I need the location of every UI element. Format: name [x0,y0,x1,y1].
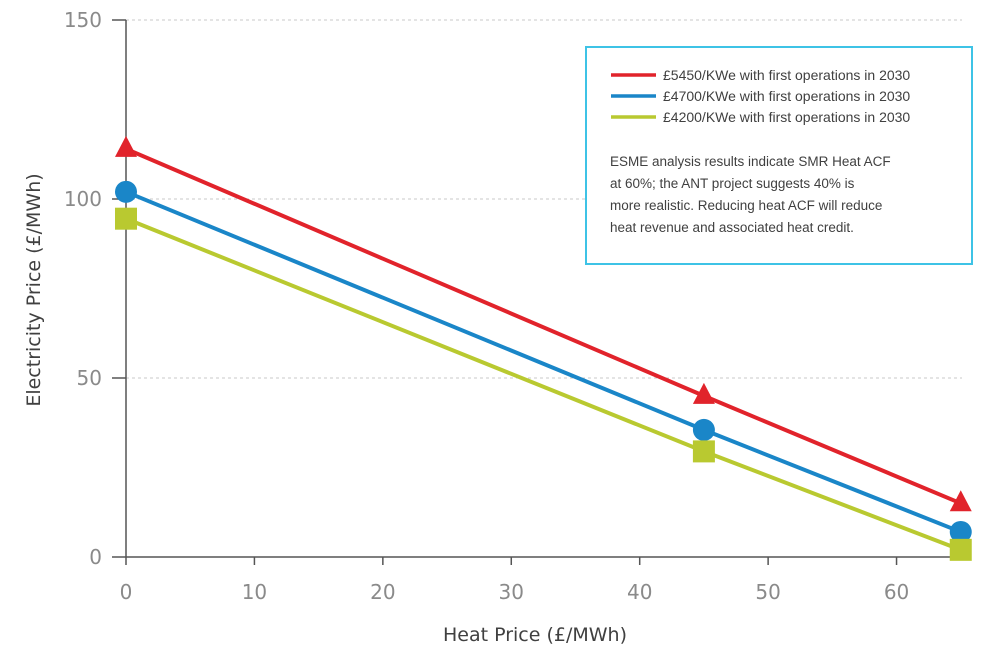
data-point-circle [692,418,715,441]
legend-label: £5450/KWe with first operations in 2030 [663,67,910,83]
x-tick-label: 60 [884,580,909,604]
annotation-line: heat revenue and associated heat credit. [610,220,854,235]
series-layer [115,135,972,561]
data-point-square [949,538,972,561]
legend-label: £4700/KWe with first operations in 2030 [663,88,910,104]
legend-items: £5450/KWe with first operations in 2030 £… [611,67,910,125]
x-tick-label: 10 [242,580,267,604]
axes [125,20,962,558]
data-point-circle [115,180,137,203]
series-1 [115,135,972,512]
legend: £5450/KWe with first operations in 2030 £… [585,46,973,265]
data-point-triangle [115,135,137,157]
series-line [125,216,962,552]
annotation-line: more realistic. Reducing heat ACF will r… [610,198,882,213]
series-2 [115,180,972,543]
data-point-square [115,207,137,230]
data-point-triangle [692,382,715,404]
legend-label: £4200/KWe with first operations in 2030 [663,109,910,125]
x-tick-label: 50 [755,580,780,604]
x-tick-label: 20 [370,580,395,604]
x-tick-labels: 0 10 20 30 40 50 60 [120,557,909,604]
x-tick-label: 30 [499,580,524,604]
y-tick-label: 150 [64,8,102,32]
annotation-line: ESME analysis results indicate SMR Heat … [610,154,891,169]
x-tick-label: 0 [120,580,133,604]
y-axis-title: Electricity Price (£/MWh) [23,173,45,406]
annotation-line: at 60%; the ANT project suggests 40% is [610,176,855,191]
x-tick-label: 40 [627,580,652,604]
data-point-triangle [949,490,972,512]
y-tick-label: 0 [89,545,102,569]
y-tick-label: 100 [64,187,102,211]
data-point-square [692,440,715,463]
y-tick-labels: 0 50 100 150 [64,8,126,569]
annotation-note: ESME analysis results indicate SMR Heat … [610,154,891,235]
y-tick-label: 50 [77,366,102,390]
data-point-circle [949,520,972,543]
x-axis-title: Heat Price (£/MWh) [443,624,627,646]
series-3 [115,207,972,561]
legend-box [585,46,973,265]
